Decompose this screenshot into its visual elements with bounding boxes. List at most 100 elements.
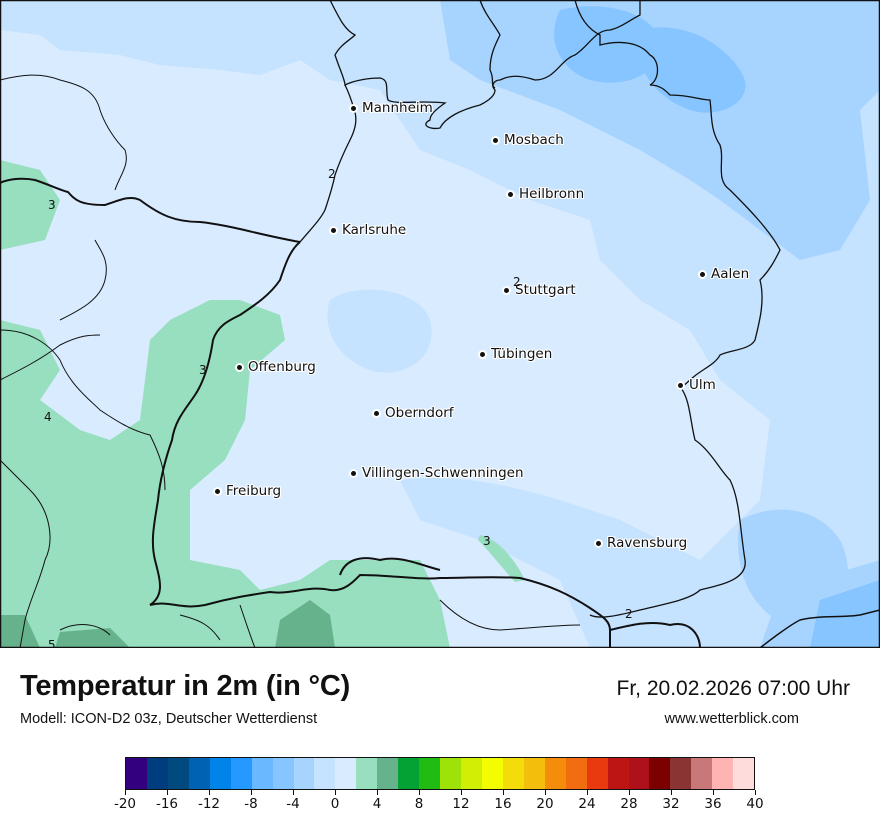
colorbar-tick-label: 32 bbox=[662, 796, 680, 812]
colorbar-segment bbox=[377, 758, 399, 789]
city-dot-icon bbox=[508, 191, 513, 197]
contour-label: 2 bbox=[328, 167, 336, 181]
temp-band-4-6-b bbox=[55, 628, 130, 648]
temp-band-minus6-minus4 bbox=[554, 6, 661, 83]
city-ravensburg: Ravensburg bbox=[596, 535, 687, 551]
colorbar-segment bbox=[712, 758, 734, 789]
website-link[interactable]: www.wetterblick.com bbox=[664, 711, 799, 727]
colorbar-tick-label: -12 bbox=[197, 796, 221, 812]
city-dot-icon bbox=[237, 364, 242, 370]
colorbar-segment bbox=[272, 758, 294, 789]
temp-band-2-4-alsace bbox=[0, 300, 450, 648]
colorbar-tick bbox=[502, 790, 504, 795]
temp-band-2-4-lake bbox=[478, 535, 525, 582]
city-dot-icon bbox=[374, 410, 379, 416]
temp-band-2-4-rhine bbox=[0, 160, 60, 250]
colorbar-tick-label: 12 bbox=[452, 796, 470, 812]
contour-label: 4 bbox=[44, 410, 52, 424]
city-freiburg: Freiburg bbox=[215, 483, 281, 499]
colorbar-segment bbox=[440, 758, 461, 789]
colorbar-segment bbox=[419, 758, 441, 789]
temperature-map: Mannheim Mosbach Heilbronn Karlsruhe Aal… bbox=[0, 0, 880, 648]
city-dot-icon bbox=[700, 271, 705, 277]
city-dot-icon bbox=[215, 488, 220, 494]
colorbar-tick-label: -4 bbox=[286, 796, 300, 812]
city-ulm: Ulm bbox=[678, 377, 716, 393]
colorbar-tick-label: 4 bbox=[372, 796, 382, 812]
colorbar-tick bbox=[544, 790, 546, 795]
colorbar-tick bbox=[166, 790, 168, 795]
colorbar-segment bbox=[461, 758, 482, 789]
border-austria bbox=[759, 609, 880, 648]
colorbar-tick bbox=[670, 790, 672, 795]
border-palatinate bbox=[0, 74, 127, 191]
colorbar-segment bbox=[356, 758, 378, 789]
colorbar-segment bbox=[146, 758, 168, 789]
colorbar-tick bbox=[334, 790, 336, 795]
colorbar-tick-label: -20 bbox=[113, 796, 137, 812]
border-alsace-2 bbox=[0, 239, 107, 381]
colorbar-tick bbox=[208, 790, 210, 795]
colorbar-tick bbox=[418, 790, 420, 795]
city-offenburg: Offenburg bbox=[237, 359, 316, 375]
city-dot-icon bbox=[480, 351, 485, 357]
city-karlsruhe: Karlsruhe bbox=[331, 222, 406, 238]
colorbar-tick-label: 8 bbox=[414, 796, 424, 812]
city-aalen: Aalen bbox=[700, 266, 749, 282]
borders bbox=[0, 0, 880, 648]
temperature-colorbar bbox=[125, 757, 755, 790]
colorbar-segment bbox=[586, 758, 608, 789]
city-villingen-schwenningen: Villingen-Schwenningen bbox=[351, 465, 524, 481]
colorbar-segment bbox=[733, 758, 755, 789]
city-dot-icon bbox=[351, 105, 356, 111]
city-oberndorf: Oberndorf bbox=[374, 405, 454, 421]
colorbar-segment bbox=[314, 758, 336, 789]
contour-label: 3 bbox=[199, 363, 207, 377]
colorbar-tick bbox=[460, 790, 462, 795]
map-title: Temperatur in 2m (in °C) bbox=[20, 670, 351, 702]
city-dot-icon bbox=[596, 540, 601, 546]
contour-label: 5 bbox=[48, 638, 56, 648]
colorbar-segment bbox=[670, 758, 692, 789]
border-switzerland bbox=[149, 573, 611, 648]
temp-band-minus6-minus4-b bbox=[638, 27, 746, 113]
colorbar-segment bbox=[126, 758, 147, 789]
colorbar-tick-label: -16 bbox=[155, 796, 179, 812]
colorbar-tick bbox=[376, 790, 378, 795]
colorbar-tick-label: 28 bbox=[620, 796, 638, 812]
colorbar-tick-label: 40 bbox=[746, 796, 764, 812]
city-dot-icon bbox=[351, 470, 356, 476]
colorbar-segment bbox=[691, 758, 713, 789]
valid-datetime: Fr, 20.02.2026 07:00 Uhr bbox=[616, 677, 851, 700]
temp-band-minus2-0-south bbox=[400, 478, 700, 648]
colorbar-tick bbox=[586, 790, 588, 795]
colorbar-segment bbox=[607, 758, 629, 789]
colorbar-segment bbox=[167, 758, 189, 789]
model-source: Modell: ICON-D2 03z, Deutscher Wetterdie… bbox=[20, 711, 318, 727]
colorbar-segment bbox=[481, 758, 503, 789]
border-alsace-1 bbox=[0, 329, 166, 491]
city-dot-icon bbox=[678, 382, 683, 388]
colorbar-segment bbox=[335, 758, 357, 789]
colorbar-segment bbox=[523, 758, 545, 789]
city-dot-icon bbox=[493, 137, 498, 143]
state-border-north bbox=[329, 0, 641, 130]
colorbar-segment bbox=[565, 758, 587, 789]
colorbar-segment bbox=[188, 758, 210, 789]
colorbar-segment bbox=[649, 758, 671, 789]
colorbar-tick bbox=[628, 790, 630, 795]
temp-band-4-6 bbox=[0, 615, 40, 648]
title-block: Temperatur in 2m (in °C) Modell: ICON-D2… bbox=[0, 648, 880, 748]
colorbar-segment bbox=[251, 758, 273, 789]
colorbar-segment bbox=[502, 758, 524, 789]
contour-label: 2 bbox=[513, 275, 521, 289]
colorbar-segment bbox=[398, 758, 420, 789]
city-heilbronn: Heilbronn bbox=[508, 186, 584, 202]
border-swiss-cantons bbox=[59, 599, 581, 648]
colorbar-segment bbox=[293, 758, 315, 789]
colorbar-tick bbox=[712, 790, 714, 795]
state-border-east bbox=[479, 0, 781, 618]
contour-label: 2 bbox=[625, 607, 633, 621]
city-dot-icon bbox=[504, 287, 509, 293]
colorbar-segment bbox=[544, 758, 566, 789]
